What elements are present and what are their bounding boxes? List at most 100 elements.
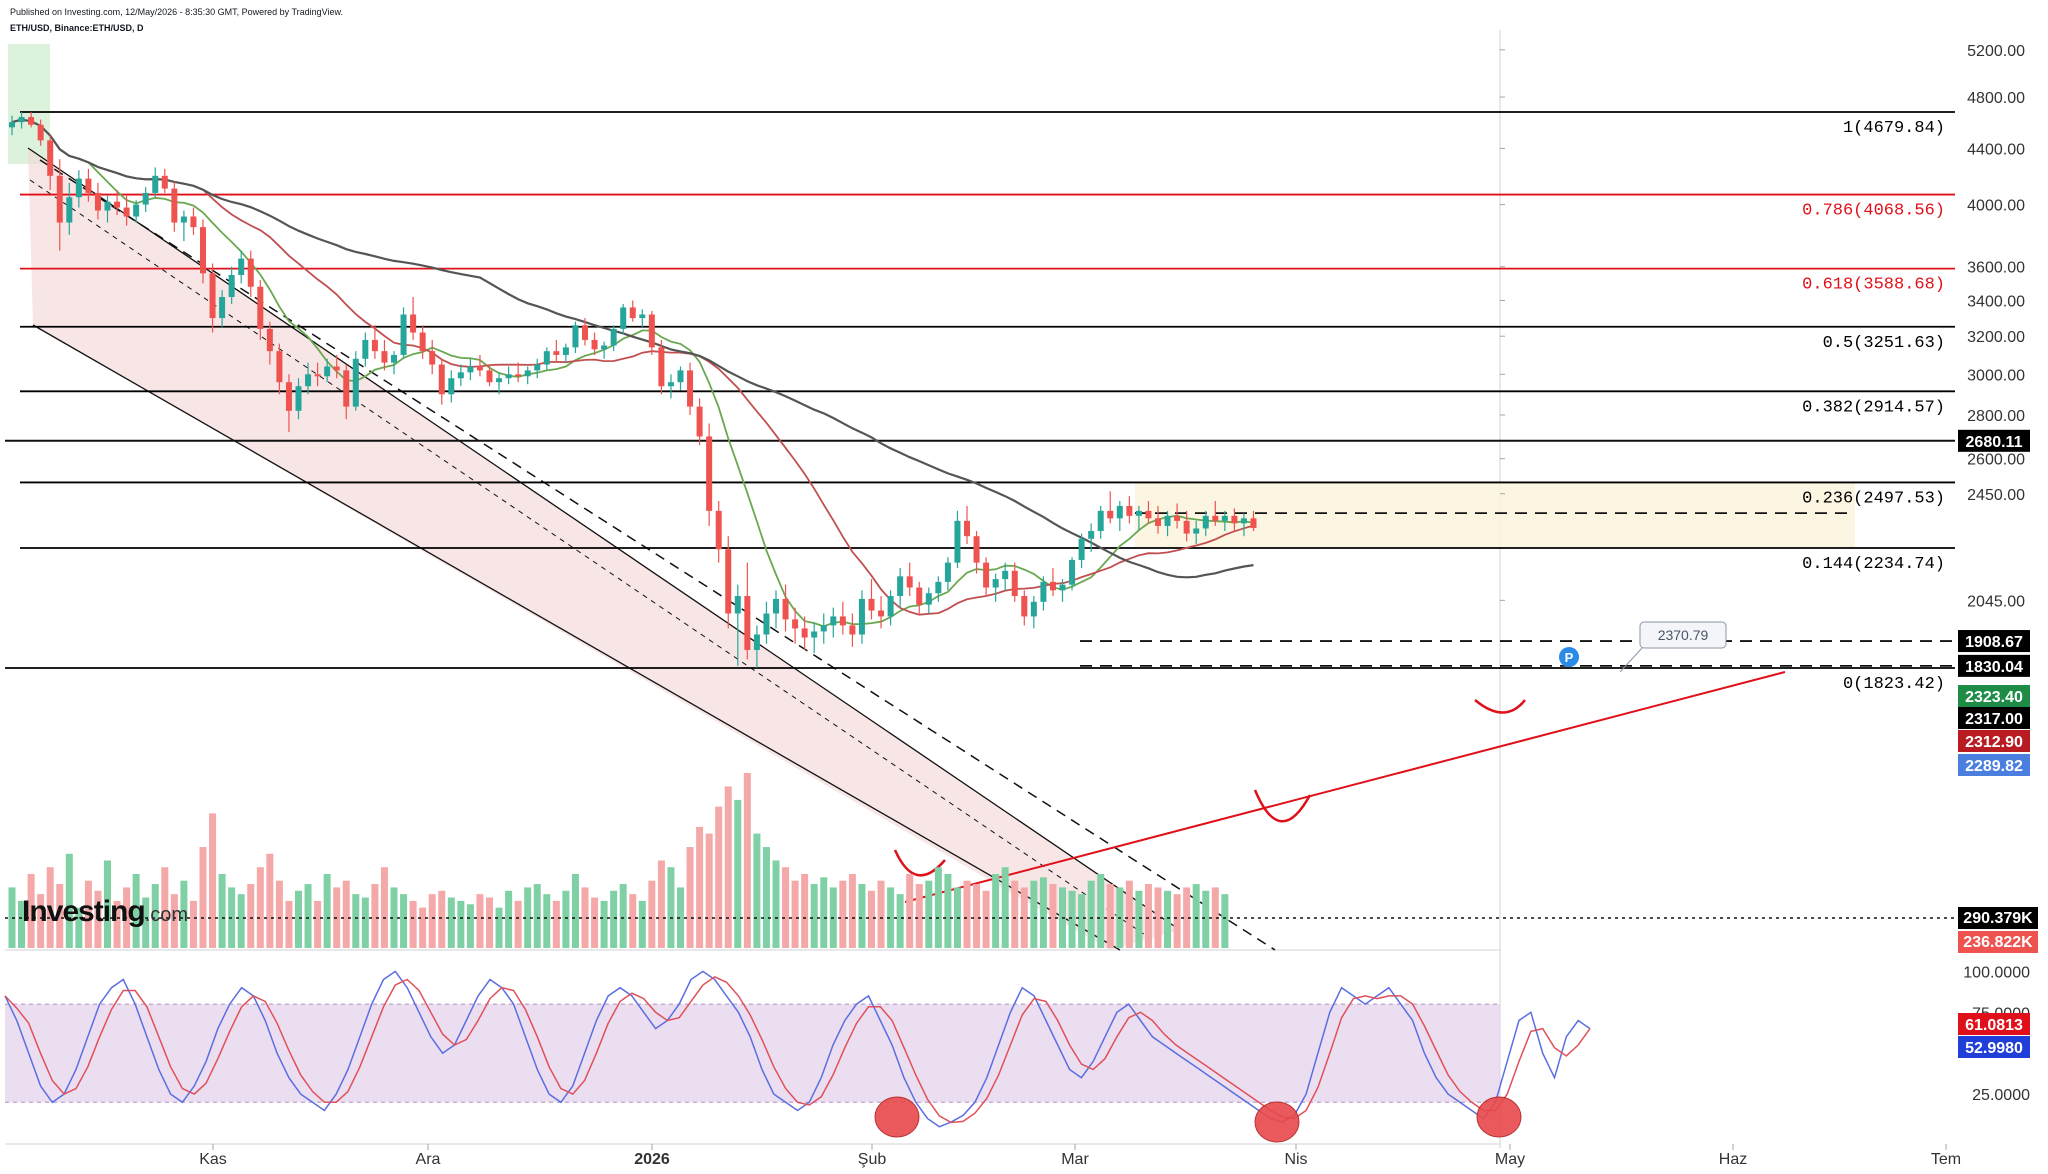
candle-body-19 xyxy=(190,216,197,228)
stoch-k-tag-label: 52.9980 xyxy=(1965,1040,2023,1057)
volume-bar-64 xyxy=(619,884,627,948)
candle-body-101 xyxy=(973,536,980,563)
fib-label-0: 1(4679.84) xyxy=(1843,119,1945,138)
volume-bar-25 xyxy=(247,884,255,948)
volume-bar-98 xyxy=(944,873,952,948)
volume-bar-61 xyxy=(591,897,599,948)
candle-body-68 xyxy=(658,347,665,387)
price-tag-label-3: 2289.82 xyxy=(1965,758,2023,775)
level-tag-label-0: 2680.11 xyxy=(1966,434,2023,451)
stoch-k-line xyxy=(4,970,1591,1128)
candle-body-15 xyxy=(152,175,159,193)
candle-body-20 xyxy=(200,227,206,274)
candle-body-27 xyxy=(266,328,273,352)
candle-body-98 xyxy=(944,562,951,582)
volume-bar-77 xyxy=(743,773,751,948)
volume-bar-54 xyxy=(524,887,532,948)
x-tick-label-2: 2026 xyxy=(634,1151,670,1168)
volume-bar-44 xyxy=(428,894,436,948)
volume-bar-69 xyxy=(667,867,675,948)
candle-body-118 xyxy=(1135,510,1142,516)
level-tag-label-1: 1908.67 xyxy=(1965,634,2023,651)
callout-label: 2370.79 xyxy=(1658,627,1709,643)
volume-bar-88 xyxy=(848,873,856,948)
volume-bar-21 xyxy=(209,813,217,948)
volume-bar-28 xyxy=(275,880,283,948)
volume-bar-32 xyxy=(314,900,322,948)
volume-bar-42 xyxy=(409,900,417,948)
stoch-tick-label-0: 100.0000 xyxy=(1963,964,2030,981)
callout-pointer xyxy=(1619,647,1643,673)
candle-body-119 xyxy=(1145,510,1152,519)
candle-body-129 xyxy=(1240,518,1247,524)
volume-bar-111 xyxy=(1068,890,1076,948)
x-tick-label-1: Ara xyxy=(416,1151,441,1168)
volume-bar-78 xyxy=(753,833,761,948)
volume-bar-3 xyxy=(37,894,45,948)
candle-body-29 xyxy=(285,382,292,411)
candle-body-95 xyxy=(916,587,923,605)
candle-body-18 xyxy=(180,216,187,223)
candle-body-107 xyxy=(1030,601,1037,617)
p-marker-dot xyxy=(1559,647,1579,667)
y-tick-label-5: 3400.00 xyxy=(1967,293,2025,310)
volume-bar-24 xyxy=(237,894,245,948)
volume-bar-47 xyxy=(457,900,465,948)
volume-bar-97 xyxy=(934,867,942,948)
bottom-arc-2 xyxy=(1253,789,1312,823)
candle-body-21 xyxy=(209,273,216,319)
candle-body-120 xyxy=(1155,518,1161,526)
price-tag-label-0: 2323.40 xyxy=(1965,689,2023,706)
candle-body-55 xyxy=(534,364,541,371)
candle-body-17 xyxy=(171,188,178,223)
volume-bar-84 xyxy=(810,884,818,948)
volume-bar-41 xyxy=(400,894,408,948)
level-tag-box-0 xyxy=(1958,429,2030,452)
candle-body-43 xyxy=(419,332,426,352)
volume-bar-105 xyxy=(1011,880,1019,948)
logo-suffix: .com xyxy=(144,904,189,926)
volume-bar-33 xyxy=(323,873,331,948)
candle-body-121 xyxy=(1164,515,1171,526)
volume-bar-100 xyxy=(963,880,971,948)
volume-bar-91 xyxy=(877,880,885,948)
candle-body-127 xyxy=(1221,515,1228,521)
volume-bar-22 xyxy=(218,873,226,948)
candle-body-2 xyxy=(28,117,35,125)
candle-body-51 xyxy=(496,378,503,383)
volume-bar-119 xyxy=(1144,884,1152,948)
candle-body-33 xyxy=(324,366,331,377)
candle-body-69 xyxy=(667,382,674,387)
candle-body-13 xyxy=(133,204,140,217)
candle-body-91 xyxy=(878,610,885,617)
candle-body-113 xyxy=(1088,531,1095,539)
candle-body-41 xyxy=(400,314,407,355)
candle-body-92 xyxy=(887,596,894,617)
volume-bar-17 xyxy=(170,894,178,948)
y-tick-label-3: 4000.00 xyxy=(1967,198,2025,215)
price-tag-box-1 xyxy=(1958,707,2030,729)
volume-bar-108 xyxy=(1039,877,1047,948)
level-tag-box-1 xyxy=(1958,630,2030,653)
range-box xyxy=(1135,482,1855,549)
candle-body-72 xyxy=(696,406,703,437)
x-tick-label-7: Haz xyxy=(1719,1151,1747,1168)
ma-line-mid xyxy=(11,118,1254,616)
candle-body-116 xyxy=(1116,505,1123,519)
volume-bar-72 xyxy=(696,826,704,948)
candle-body-28 xyxy=(276,351,283,383)
volume-bar-83 xyxy=(801,873,809,948)
volume-bar-36 xyxy=(352,894,360,948)
price-tag-box-0 xyxy=(1958,685,2030,707)
volume-bar-121 xyxy=(1164,890,1172,948)
candle-body-1 xyxy=(18,117,25,123)
candle-body-9 xyxy=(94,192,101,211)
x-tick-label-8: Tem xyxy=(1931,1151,1961,1168)
y-tick-label-4: 3600.00 xyxy=(1967,260,2025,277)
candle-body-7 xyxy=(75,178,82,198)
candle-body-122 xyxy=(1174,515,1181,521)
candle-body-4 xyxy=(47,140,54,176)
volume-bar-107 xyxy=(1030,880,1038,948)
volume-bar-92 xyxy=(887,887,895,948)
stoch-d-line xyxy=(4,975,1591,1124)
